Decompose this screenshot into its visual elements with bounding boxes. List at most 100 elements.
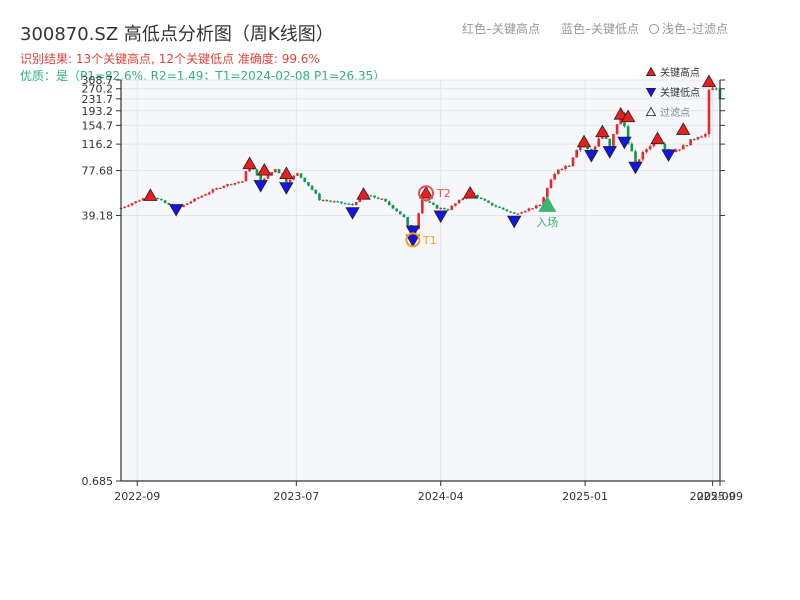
candle	[299, 173, 303, 179]
candle-body	[369, 195, 373, 197]
candle-body	[222, 185, 226, 188]
candle	[229, 183, 233, 186]
candle-body	[501, 207, 505, 210]
light-circle-icon	[649, 24, 659, 34]
candle-body	[439, 207, 443, 210]
candle-body	[461, 198, 465, 200]
candle-body	[270, 172, 273, 176]
candle	[443, 207, 446, 210]
candle	[707, 88, 711, 138]
candle	[498, 206, 501, 208]
key-high-marker	[143, 188, 158, 201]
candle	[288, 178, 292, 183]
candle-body	[255, 169, 259, 176]
candle-body	[218, 187, 222, 190]
y-tick-label: 116.2	[82, 138, 114, 151]
candle	[516, 213, 520, 215]
candle-body	[435, 204, 439, 209]
candle-body	[707, 89, 711, 135]
candle	[645, 148, 648, 154]
candle-body	[277, 169, 281, 174]
candle	[406, 216, 409, 226]
candle	[421, 199, 424, 215]
candle-body	[612, 134, 615, 149]
candle-body	[380, 198, 384, 200]
candle	[685, 144, 689, 147]
candle	[560, 168, 564, 171]
candle	[130, 202, 134, 207]
candle-body	[557, 169, 560, 174]
candle-body	[490, 202, 494, 206]
candle	[564, 164, 567, 171]
candle-body	[545, 188, 549, 198]
candle-body	[527, 208, 531, 211]
candle-body	[354, 202, 358, 206]
candle-body	[597, 138, 601, 147]
key-low-marker	[433, 210, 448, 224]
candle-body	[285, 176, 288, 182]
candle	[395, 208, 398, 212]
key-low-marker	[168, 204, 184, 217]
candle	[641, 150, 645, 162]
candle-body	[450, 205, 454, 210]
annotations: T1 T2 入场	[405, 185, 558, 248]
candle-body	[586, 145, 590, 150]
candle-body	[704, 134, 707, 137]
candle-body	[520, 212, 523, 214]
entry-label: 入场	[536, 215, 558, 229]
candle-body	[321, 200, 325, 202]
candle	[435, 204, 439, 209]
candle	[329, 200, 332, 203]
candle-body	[538, 204, 542, 207]
candle-body	[123, 206, 126, 208]
x-tick-label: 2022-09	[114, 490, 160, 503]
candle	[318, 192, 321, 201]
candle-body	[288, 179, 292, 182]
candle-body	[244, 171, 248, 182]
y-tick-label: 154.7	[82, 119, 114, 132]
key-high-marker	[462, 185, 478, 199]
candle	[692, 137, 696, 141]
t2-high-marker	[418, 185, 434, 199]
candle-body	[387, 201, 391, 206]
candle	[520, 211, 523, 214]
top-legend-blue: 蓝色–关键低点	[561, 22, 639, 36]
candle-body	[340, 201, 343, 204]
candle-body	[568, 165, 571, 168]
candle-body	[560, 168, 564, 171]
y-tick-label: 193.2	[82, 105, 114, 118]
candle-body	[185, 203, 189, 205]
candle	[681, 143, 685, 150]
result-summary: 识别结果: 13个关键高点, 12个关键低点 准确度: 99.6%	[20, 51, 320, 66]
key-low-marker	[507, 215, 522, 229]
candle	[450, 205, 454, 211]
candle	[384, 198, 387, 202]
candle-body	[446, 209, 450, 211]
candle	[160, 198, 163, 201]
candle-body	[296, 173, 299, 176]
candle-body	[406, 217, 409, 226]
key-high-marker	[613, 107, 628, 120]
candle	[490, 202, 494, 206]
candle-body	[237, 182, 240, 184]
candle	[398, 211, 402, 215]
candle	[575, 149, 578, 158]
candle	[380, 198, 384, 200]
candle	[343, 202, 347, 205]
candle-body	[571, 157, 575, 167]
candle-body	[498, 206, 501, 208]
candle-body	[373, 195, 376, 198]
y-tick-label: 0.685	[82, 475, 114, 488]
candle	[663, 141, 667, 151]
candle-body	[476, 194, 479, 198]
key-high-marker	[257, 162, 272, 176]
t1-low-marker	[405, 234, 421, 248]
candle-body	[336, 201, 340, 203]
candle	[270, 171, 273, 176]
candle	[193, 198, 196, 202]
candle-body	[303, 177, 307, 183]
candle-body	[564, 165, 567, 169]
key-high-marker	[576, 134, 592, 148]
candle-body	[432, 202, 435, 205]
candle-body	[641, 152, 645, 160]
